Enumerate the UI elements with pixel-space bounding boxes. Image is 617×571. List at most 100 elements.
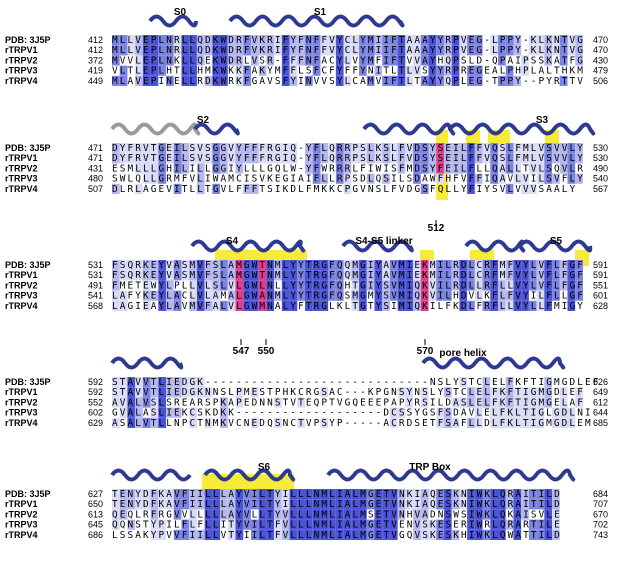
residue-shade — [397, 75, 406, 86]
residue-shade — [536, 270, 545, 281]
residue-shade — [305, 55, 313, 66]
residue-shade — [389, 489, 398, 500]
residue-shade — [166, 377, 174, 388]
helix-ribbon — [421, 356, 566, 370]
residue-shade — [150, 529, 159, 540]
residue-shade — [135, 499, 143, 510]
residue-shade — [359, 280, 367, 291]
residue-shade — [305, 260, 313, 271]
residue-shade — [328, 499, 336, 510]
residue-shade — [451, 75, 460, 86]
residue-shade — [135, 387, 143, 398]
residue-shade — [235, 499, 244, 510]
residue-shade — [420, 290, 429, 301]
residue-shade — [112, 377, 120, 388]
residue-shade — [374, 143, 383, 154]
residue-shade — [397, 143, 406, 154]
residue-shade — [498, 407, 506, 418]
residue-shade — [521, 280, 529, 291]
residue-shade — [413, 290, 421, 301]
residue-shade — [413, 300, 421, 311]
residue-shade — [258, 509, 267, 520]
residue-shade — [544, 280, 553, 291]
sequence-text: TENYDFKAVFIILLLAYVILTYILLLNMLIALMGETVNKI… — [112, 489, 560, 500]
residue-shade — [189, 290, 197, 301]
alignment-block: PDB: 3J5P 592 STAVVTLIEDGK----------------… — [5, 348, 608, 429]
residue-shade — [243, 489, 251, 500]
start-position: 592 — [88, 377, 103, 387]
residue-shade — [351, 280, 360, 291]
residue-shade — [127, 417, 136, 428]
residue-shade — [389, 35, 398, 46]
residue-shade — [289, 489, 298, 500]
residue-shade — [436, 45, 444, 56]
residue-shade — [359, 153, 367, 164]
residue-shade — [266, 55, 275, 66]
residue-shade — [513, 163, 522, 174]
end-position: 470 — [593, 45, 608, 55]
residue-shade — [374, 35, 383, 46]
residue-shade — [490, 153, 498, 164]
residue-shade — [320, 529, 329, 540]
residue-shade — [521, 153, 529, 164]
residue-shade — [528, 270, 537, 281]
sequence-text: ESMLLLGHILILLGGIYLLLGQLW-YFWRRRLFIWISFMD… — [112, 163, 583, 174]
residue-shade — [150, 397, 159, 408]
residue-shade — [266, 153, 275, 164]
residue-shade — [343, 143, 352, 154]
residue-shade — [158, 163, 167, 174]
sequence-text: VLTLEPLHTLLHMKWKKFAKYMFFLSFCFYFFYNITLTLV… — [112, 66, 583, 77]
end-position: 479 — [593, 66, 608, 76]
residue-shade — [173, 260, 182, 271]
residue-shade — [150, 509, 159, 520]
residue-shade — [158, 407, 167, 418]
residue-shade — [420, 509, 429, 520]
residue-shade — [135, 75, 143, 86]
residue-shade — [428, 260, 437, 271]
residue-shade — [312, 270, 321, 281]
residue-shade — [150, 65, 159, 76]
residue-shade — [413, 65, 421, 76]
residue-shade — [559, 397, 568, 408]
residue-shade — [490, 387, 498, 398]
residue-shade — [428, 45, 437, 56]
residue-shade — [250, 183, 259, 194]
residue-shade — [544, 173, 553, 184]
residue-shade — [158, 387, 167, 398]
residue-shade — [498, 519, 506, 530]
residue-shade — [467, 270, 475, 281]
residue-shade — [451, 529, 460, 540]
residue-shade — [189, 489, 197, 500]
residue-shade — [119, 65, 128, 76]
residue-shade — [498, 499, 506, 510]
sequence-text: QQNSTYPILFLFLLITYVILTFVLLLNMLIALMGETVENV… — [112, 520, 560, 531]
residue-shade — [243, 65, 251, 76]
residue-shade — [335, 280, 344, 291]
residue-shade — [490, 519, 498, 530]
residue-shade — [544, 153, 553, 164]
residue-shade — [266, 260, 275, 271]
end-position: 644 — [593, 408, 608, 418]
residue-shade — [467, 183, 475, 194]
residue-shade — [266, 35, 275, 46]
residue-shade — [366, 153, 375, 164]
residue-shade — [212, 529, 221, 540]
residue-shade — [196, 163, 205, 174]
residue-shade — [212, 290, 221, 301]
residue-shade — [227, 270, 236, 281]
residue-shade — [459, 35, 468, 46]
residue-shade — [289, 45, 298, 56]
residue-shade — [289, 509, 298, 520]
sequence-text: AVALVSLSREARSPKAPEDNNSTVTEQPTVGQEEEPAPYR… — [112, 397, 583, 408]
residue-shade — [413, 270, 421, 281]
residue-shade — [482, 270, 491, 281]
residue-shade — [258, 35, 267, 46]
residue-shade — [250, 45, 259, 56]
residue-shade — [397, 270, 406, 281]
residue-shade — [112, 75, 120, 86]
residue-shade — [220, 75, 228, 86]
residue-shade — [498, 290, 506, 301]
residue-shade — [266, 45, 275, 56]
residue-shade — [181, 519, 190, 530]
residue-shade — [474, 45, 483, 56]
